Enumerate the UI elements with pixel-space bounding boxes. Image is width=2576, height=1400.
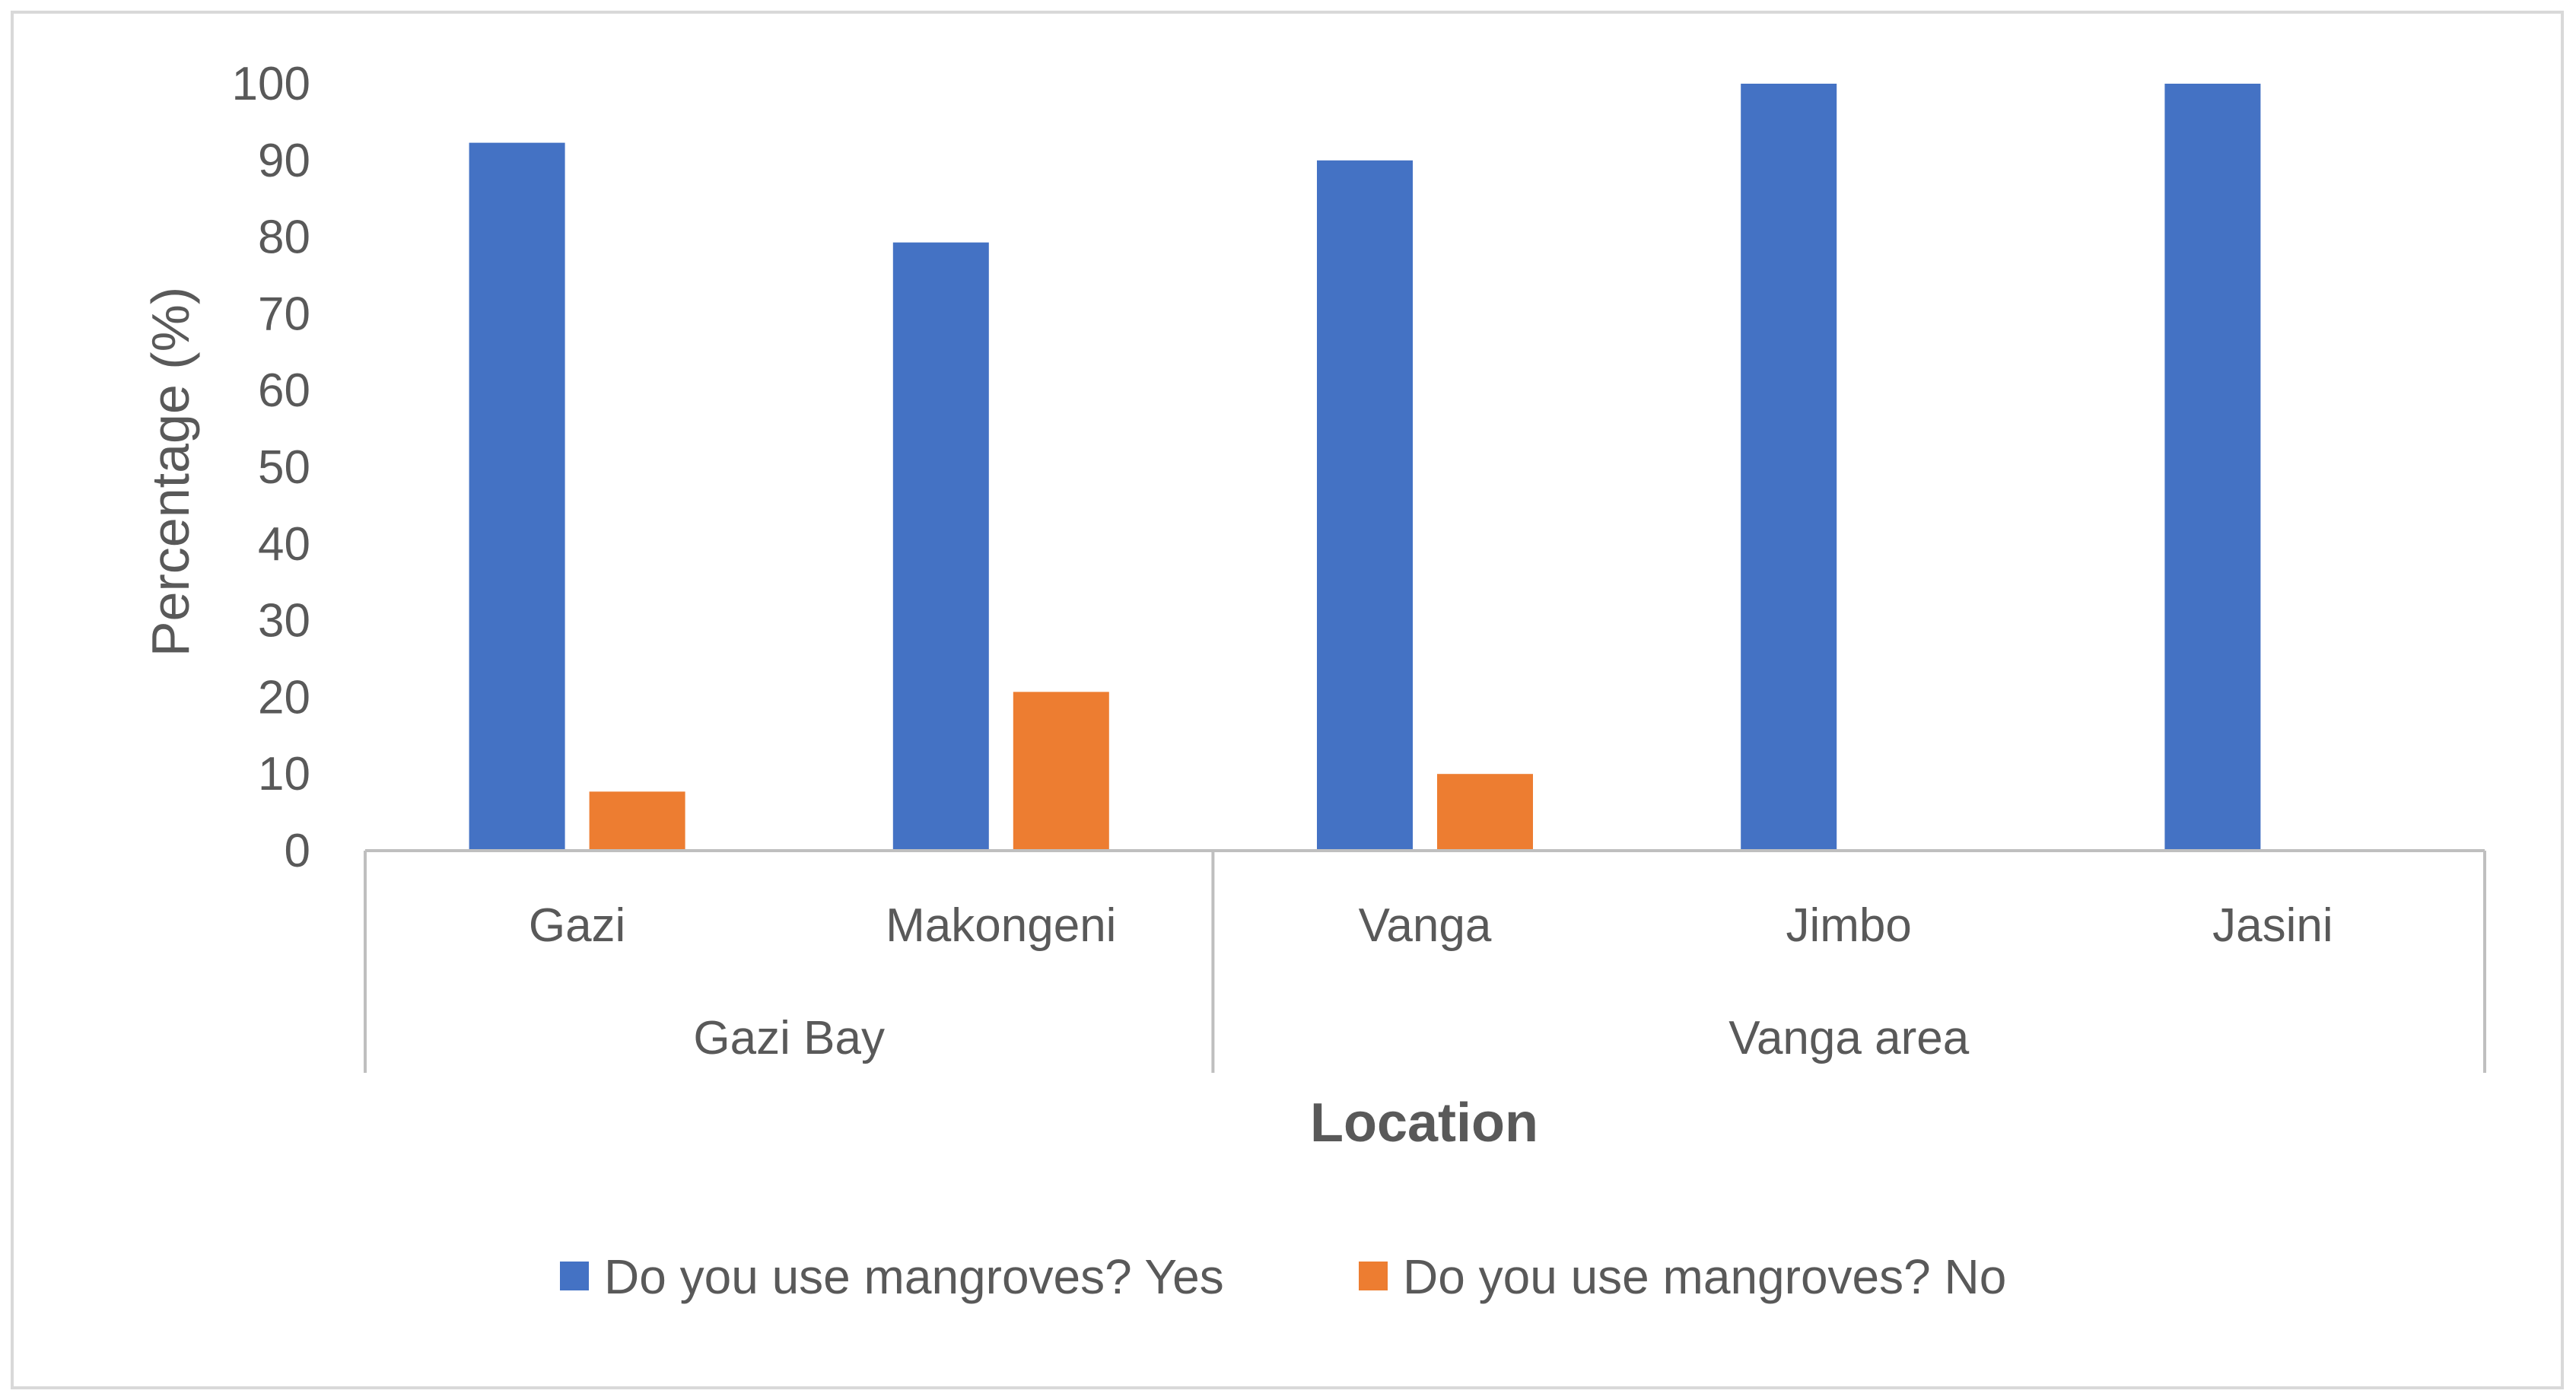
- x-category-label: Makongeni: [886, 899, 1116, 952]
- x-category-label: Vanga: [1359, 899, 1492, 952]
- bar-yes-vanga: [1317, 160, 1413, 851]
- y-tick-label: 20: [258, 671, 310, 724]
- x-group-label: Gazi Bay: [693, 1012, 885, 1064]
- bars: [469, 84, 2261, 851]
- y-axis-ticks: 0 10 20 30 40 50 60 70 80 90 100: [232, 58, 310, 877]
- legend-label: Do you use mangroves? No: [1403, 1249, 2006, 1304]
- legend: Do you use mangroves? Yes Do you use mang…: [560, 1249, 2006, 1304]
- x-category-label: Jasini: [2212, 899, 2333, 952]
- y-tick-label: 0: [285, 825, 310, 877]
- bar-no-gazi: [589, 791, 685, 851]
- bar-yes-jimbo: [1741, 84, 1837, 851]
- bar-yes-makongeni: [892, 242, 989, 851]
- legend-swatch: [560, 1262, 589, 1290]
- bar-no-makongeni: [1013, 692, 1109, 851]
- legend-label: Do you use mangroves? Yes: [604, 1249, 1224, 1304]
- x-group-label: Vanga area: [1728, 1012, 1970, 1064]
- y-tick-label: 40: [258, 518, 310, 571]
- y-tick-label: 50: [258, 441, 310, 494]
- y-tick-label: 90: [258, 135, 310, 187]
- x-category-label: Gazi: [529, 899, 625, 952]
- y-tick-label: 30: [258, 595, 310, 648]
- chart-frame: [11, 11, 2564, 1389]
- legend-swatch: [1359, 1262, 1388, 1290]
- x-axis-category-labels: Gazi Makongeni Vanga Jimbo Jasini Gazi Bay Van…: [529, 899, 2333, 1064]
- bar-yes-gazi: [469, 142, 565, 851]
- bar-no-vanga: [1437, 774, 1533, 851]
- x-axis: [364, 849, 2486, 1073]
- y-axis-title: Percentage (%): [141, 287, 200, 657]
- y-tick-label: 80: [258, 212, 310, 264]
- x-category-label: Jimbo: [1786, 899, 1912, 952]
- y-tick-label: 10: [258, 748, 310, 800]
- y-tick-label: 70: [258, 288, 310, 340]
- y-tick-label: 100: [232, 58, 310, 110]
- y-tick-label: 60: [258, 364, 310, 417]
- bar-yes-jasini: [2164, 84, 2261, 851]
- x-axis-title: Location: [1310, 1093, 1538, 1153]
